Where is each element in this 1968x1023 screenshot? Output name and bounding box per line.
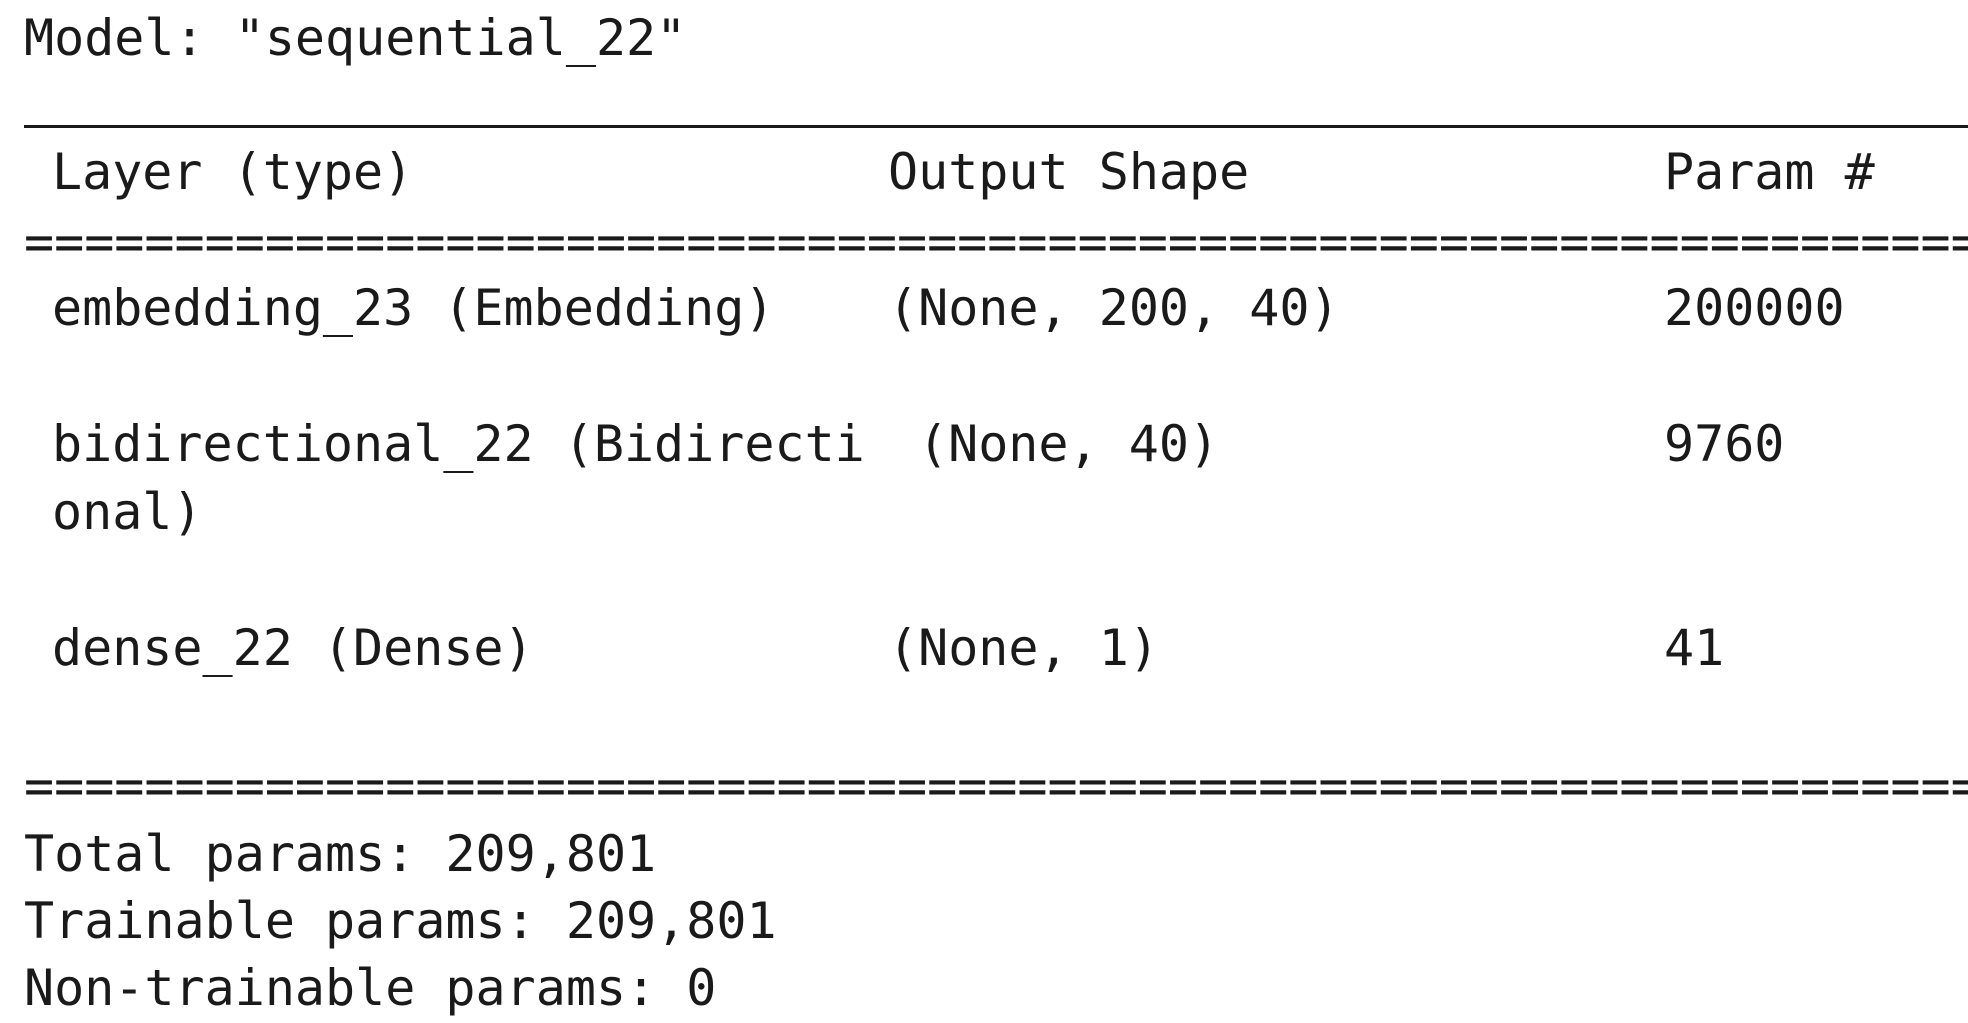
layer-param-count: 9760 bbox=[1664, 415, 1785, 473]
header-top-rule bbox=[24, 125, 1968, 128]
header-bottom-rule: ========================================… bbox=[24, 213, 1968, 271]
layer-output-shape: (None, 1) bbox=[888, 619, 1159, 677]
summary-rule: ========================================… bbox=[24, 757, 1968, 815]
non-trainable-params: Non-trainable params: 0 bbox=[24, 959, 717, 1017]
model-title: Model: "sequential_22" bbox=[24, 9, 687, 67]
trainable-params: Trainable params: 209,801 bbox=[24, 892, 777, 950]
layer-name: embedding_23 (Embedding) bbox=[52, 279, 775, 337]
total-params: Total params: 209,801 bbox=[24, 825, 657, 883]
layer-name-line2: onal) bbox=[52, 483, 203, 541]
layer-output-shape: (None, 200, 40) bbox=[888, 279, 1340, 337]
header-layer-type: Layer (type) bbox=[52, 143, 414, 201]
layer-output-shape: (None, 40) bbox=[918, 415, 1220, 473]
header-output-shape: Output Shape bbox=[888, 143, 1250, 201]
layer-name-line1: bidirectional_22 (Bidirecti bbox=[52, 415, 865, 473]
layer-name: dense_22 (Dense) bbox=[52, 619, 534, 677]
header-param-count: Param # bbox=[1664, 143, 1875, 201]
layer-param-count: 200000 bbox=[1664, 279, 1845, 337]
layer-param-count: 41 bbox=[1664, 619, 1725, 677]
